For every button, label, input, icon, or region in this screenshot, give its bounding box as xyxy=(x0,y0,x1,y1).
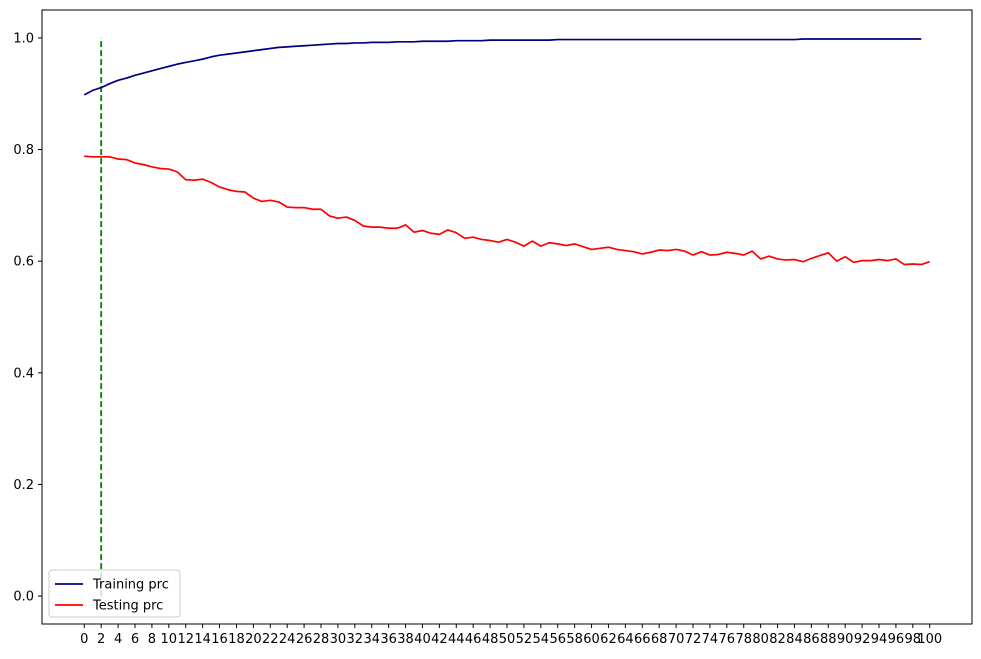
x-tick-label: 68 xyxy=(651,632,668,647)
x-tick-label: 34 xyxy=(363,632,380,647)
x-tick-label: 62 xyxy=(600,632,617,647)
y-tick-label: 0.0 xyxy=(13,590,34,605)
x-tick-label: 44 xyxy=(448,632,465,647)
x-tick-label: 24 xyxy=(279,632,296,647)
x-tick-label: 14 xyxy=(194,632,211,647)
x-tick-label: 92 xyxy=(854,632,871,647)
x-tick-label: 74 xyxy=(702,632,719,647)
x-tick-label: 60 xyxy=(583,632,600,647)
x-tick-label: 90 xyxy=(837,632,854,647)
x-tick-label: 28 xyxy=(313,632,330,647)
x-tick-label: 16 xyxy=(211,632,228,647)
x-tick-label: 8 xyxy=(148,632,156,647)
x-tick-label: 46 xyxy=(465,632,482,647)
x-tick-label: 54 xyxy=(533,632,550,647)
legend-label: Training prc xyxy=(92,578,169,593)
legend-label: Testing prc xyxy=(92,599,163,614)
x-tick-label: 66 xyxy=(634,632,651,647)
x-tick-label: 36 xyxy=(380,632,397,647)
x-tick-label: 26 xyxy=(296,632,313,647)
x-tick-label: 58 xyxy=(566,632,583,647)
series-line-training-prc xyxy=(83,38,922,96)
x-tick-label: 48 xyxy=(482,632,499,647)
y-tick-label: 0.8 xyxy=(13,143,34,158)
x-tick-label: 96 xyxy=(888,632,905,647)
x-tick-label: 82 xyxy=(769,632,786,647)
x-tick-label: 4 xyxy=(114,632,122,647)
x-tick-label: 10 xyxy=(161,632,178,647)
x-tick-label: 78 xyxy=(735,632,752,647)
x-tick-label: 32 xyxy=(347,632,364,647)
x-tick-label: 84 xyxy=(786,632,803,647)
x-tick-label: 12 xyxy=(177,632,194,647)
x-tick-label: 38 xyxy=(397,632,414,647)
x-tick-label: 64 xyxy=(617,632,634,647)
x-tick-label: 88 xyxy=(820,632,837,647)
x-tick-label: 22 xyxy=(262,632,279,647)
x-tick-label: 70 xyxy=(668,632,685,647)
y-tick-label: 0.2 xyxy=(13,478,34,493)
x-tick-label: 80 xyxy=(752,632,769,647)
x-tick-label: 20 xyxy=(245,632,262,647)
x-tick-label: 6 xyxy=(131,632,139,647)
x-tick-label: 30 xyxy=(330,632,347,647)
x-tick-label: 42 xyxy=(431,632,448,647)
x-tick-label: 40 xyxy=(414,632,431,647)
x-tick-label: 94 xyxy=(871,632,888,647)
plot-area-frame xyxy=(41,9,973,625)
x-tick-label: 50 xyxy=(499,632,516,647)
y-tick-label: 1.0 xyxy=(13,31,34,46)
x-tick-label: 98 xyxy=(905,632,922,647)
x-tick-label: 2 xyxy=(97,632,105,647)
x-tick-label: 0 xyxy=(80,632,88,647)
series-line-testing-prc xyxy=(84,155,930,266)
x-tick-label: 72 xyxy=(685,632,702,647)
x-tick-label: 76 xyxy=(719,632,736,647)
legend: Training prc Testing prc xyxy=(48,569,181,618)
y-tick-label: 0.4 xyxy=(13,366,34,381)
x-tick-label: 56 xyxy=(549,632,566,647)
x-tick-label: 100 xyxy=(917,632,942,647)
y-tick-label: 0.6 xyxy=(13,255,34,270)
x-tick-label: 86 xyxy=(803,632,820,647)
x-tick-label: 18 xyxy=(228,632,245,647)
x-tick-label: 52 xyxy=(516,632,533,647)
